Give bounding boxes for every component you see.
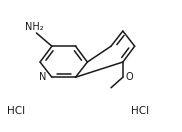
Text: NH₂: NH₂ xyxy=(25,22,44,32)
Text: HCl: HCl xyxy=(7,106,25,116)
Text: N: N xyxy=(39,72,46,82)
Text: HCl: HCl xyxy=(131,106,149,116)
Text: O: O xyxy=(125,72,133,82)
